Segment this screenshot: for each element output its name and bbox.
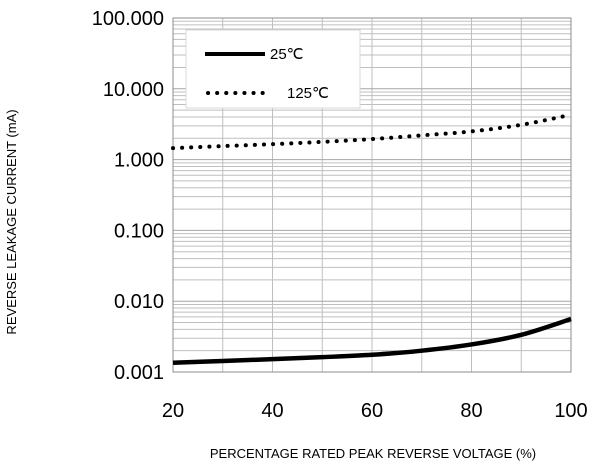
series-group <box>171 112 573 366</box>
y-tick-label: 100.000 <box>92 8 164 30</box>
x-axis-title: PERCENTAGE RATED PEAK REVERSE VOLTAGE (%… <box>210 446 536 461</box>
legend-label-25c: 25℃ <box>270 46 304 63</box>
x-tick-label: 80 <box>460 400 482 422</box>
y-tick-label: 0.100 <box>114 220 164 242</box>
plot-frame <box>172 17 572 373</box>
x-tick-labels: 20 40 60 80 100 <box>162 400 588 422</box>
legend: 25℃ 125℃ <box>185 29 361 109</box>
y-tick-label: 0.010 <box>114 291 164 313</box>
y-tick-labels: 0.001 0.010 0.100 1.000 10.000 100.000 <box>92 8 164 384</box>
y-axis-title: REVERSE LEAKAGE CURRENT (mA) <box>4 109 19 334</box>
x-tick-label: 20 <box>162 400 184 422</box>
y-tick-label: 1.000 <box>114 150 164 172</box>
series-line-125c <box>171 112 573 151</box>
series-line-25c <box>172 316 572 366</box>
y-tick-label: 10.000 <box>103 79 164 101</box>
legend-label-125c: 125℃ <box>287 85 329 102</box>
x-tick-label: 60 <box>361 400 383 422</box>
plot-border <box>172 17 572 373</box>
x-tick-label: 40 <box>261 400 283 422</box>
x-tick-label: 100 <box>554 400 587 422</box>
grid <box>172 17 572 373</box>
y-tick-label: 0.001 <box>114 362 164 384</box>
legend-box <box>185 29 361 109</box>
